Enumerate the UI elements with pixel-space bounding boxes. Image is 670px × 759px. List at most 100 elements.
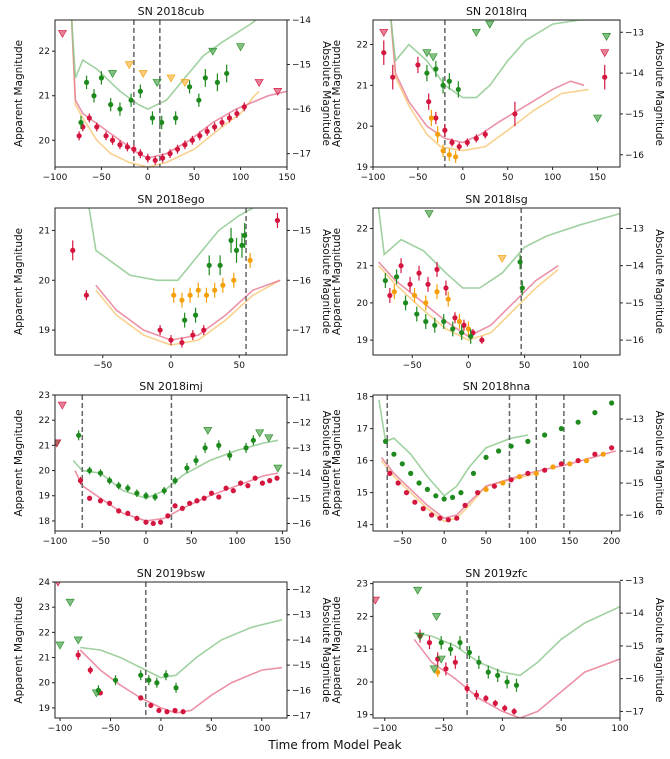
data-point-r xyxy=(412,499,418,505)
data-point-g xyxy=(159,119,165,126)
axes-frame xyxy=(54,19,288,168)
x-tick-label: 50 xyxy=(519,361,531,371)
plot-area xyxy=(378,395,617,531)
x-tick-label: −100 xyxy=(48,724,73,734)
data-point-r xyxy=(208,490,215,496)
x-tick-label: −100 xyxy=(43,537,68,547)
data-point-r xyxy=(94,124,100,130)
y-tick-label: 14 xyxy=(357,521,369,531)
data-point-o xyxy=(187,292,193,298)
data-point-o xyxy=(435,669,441,675)
data-point-r xyxy=(241,104,247,110)
panel-4: SN 2018imj −100 −50 0 50 100 150 18 19 20 21 22 23 −1… xyxy=(13,380,332,547)
axes-frame xyxy=(372,207,621,356)
data-point-g xyxy=(193,457,199,464)
y-tick-label: 20 xyxy=(357,122,369,132)
data-point-r xyxy=(464,685,470,692)
axes-frame xyxy=(372,19,621,168)
data-point-g xyxy=(143,493,149,499)
y-right-tick-label: −12 xyxy=(292,586,311,596)
upper-limit-g xyxy=(255,429,265,438)
data-point-r xyxy=(97,498,104,504)
data-point-g xyxy=(468,333,474,339)
data-point-g xyxy=(173,115,179,121)
data-point-r xyxy=(442,127,448,133)
data-point-r xyxy=(172,707,178,714)
data-point-g xyxy=(78,119,84,126)
y-tick-label: 19 xyxy=(357,711,369,721)
model-curve-g xyxy=(80,619,283,679)
data-point-r xyxy=(134,515,140,522)
data-point-r xyxy=(223,485,229,491)
data-point-o xyxy=(434,289,440,295)
x-tick-label: 100 xyxy=(228,537,245,547)
plot-area xyxy=(70,208,281,355)
x-tick-label: 150 xyxy=(561,537,578,547)
upper-limit-r xyxy=(273,87,283,96)
x-tick-label: 100 xyxy=(611,724,628,734)
y-right-tick-label: −15 xyxy=(625,479,644,489)
data-point-r xyxy=(131,146,137,152)
data-point-r xyxy=(437,515,443,521)
y-tick-label: 19 xyxy=(39,704,51,714)
data-point-g xyxy=(161,488,167,494)
x-tick-label: 50 xyxy=(234,361,246,371)
x-tick-label: 100 xyxy=(232,173,249,183)
y-right-tick-label: −11 xyxy=(292,394,311,404)
data-point-r xyxy=(511,708,517,715)
upper-limit-g xyxy=(152,79,162,87)
y-right-axis-label: Absolute Magnitude xyxy=(653,229,665,334)
upper-limit-g xyxy=(91,689,101,698)
data-point-o xyxy=(567,461,573,467)
upper-limit-g xyxy=(429,665,439,674)
data-point-g xyxy=(449,494,456,500)
x-tick-label: 0 xyxy=(441,537,447,547)
y-right-tick-label: −13 xyxy=(292,444,311,454)
y-right-tick-label: −17 xyxy=(625,707,644,717)
upper-limit-g xyxy=(471,28,481,37)
data-point-r xyxy=(168,337,174,343)
y-tick-label: 22 xyxy=(39,416,50,426)
y-tick-label: 19 xyxy=(357,163,369,173)
y-right-tick-label: −14 xyxy=(625,262,644,272)
data-point-g xyxy=(233,247,240,253)
data-point-o xyxy=(516,474,523,480)
data-point-r xyxy=(234,110,240,117)
y-tick-label: 20 xyxy=(357,299,369,309)
y-right-tick-label: −15 xyxy=(292,494,311,504)
x-tick-label: 50 xyxy=(186,537,198,547)
panel-2: SN 2018ego −50 0 50 19 20 21 −17 −16 −15 Apparent … xyxy=(13,193,332,371)
y-right-tick-label: −13 xyxy=(625,224,644,234)
y-right-axis-label: Absolute Magnitude xyxy=(653,41,665,146)
data-point-g xyxy=(450,326,456,332)
panel-7: SN 2019zfc −100 −50 0 50 100 19 20 21 22 23 −17 −16 −… xyxy=(331,567,665,734)
panel-title: SN 2019bsw xyxy=(137,567,205,580)
data-point-r xyxy=(165,513,171,519)
data-point-r xyxy=(602,74,608,80)
data-point-g xyxy=(441,496,447,502)
data-point-r xyxy=(508,477,514,483)
data-point-g xyxy=(214,79,220,85)
data-point-r xyxy=(461,322,467,328)
data-point-o xyxy=(391,289,397,295)
data-point-r xyxy=(77,478,84,484)
upper-limit-g xyxy=(264,434,274,443)
data-point-g xyxy=(391,451,397,457)
model-curve-r xyxy=(95,279,281,341)
data-point-r xyxy=(201,327,207,333)
data-point-g xyxy=(495,672,501,678)
data-point-r xyxy=(83,292,89,298)
data-point-r xyxy=(387,470,393,476)
y-tick-label: 15 xyxy=(357,489,368,499)
data-point-r xyxy=(426,640,433,646)
y-tick-label: 17 xyxy=(357,425,368,435)
y-right-tick-label: −15 xyxy=(292,661,311,671)
y-tick-label: 18 xyxy=(357,393,369,403)
data-point-r xyxy=(575,458,581,464)
data-point-r xyxy=(212,124,218,130)
data-point-g xyxy=(86,467,93,474)
y-right-tick-label: −14 xyxy=(625,69,644,79)
panel-5: SN 2018hna −50 0 50 100 150 200 14 15 16 17 18 −16 −1… xyxy=(331,380,665,547)
x-tick-label: 0 xyxy=(158,724,164,734)
